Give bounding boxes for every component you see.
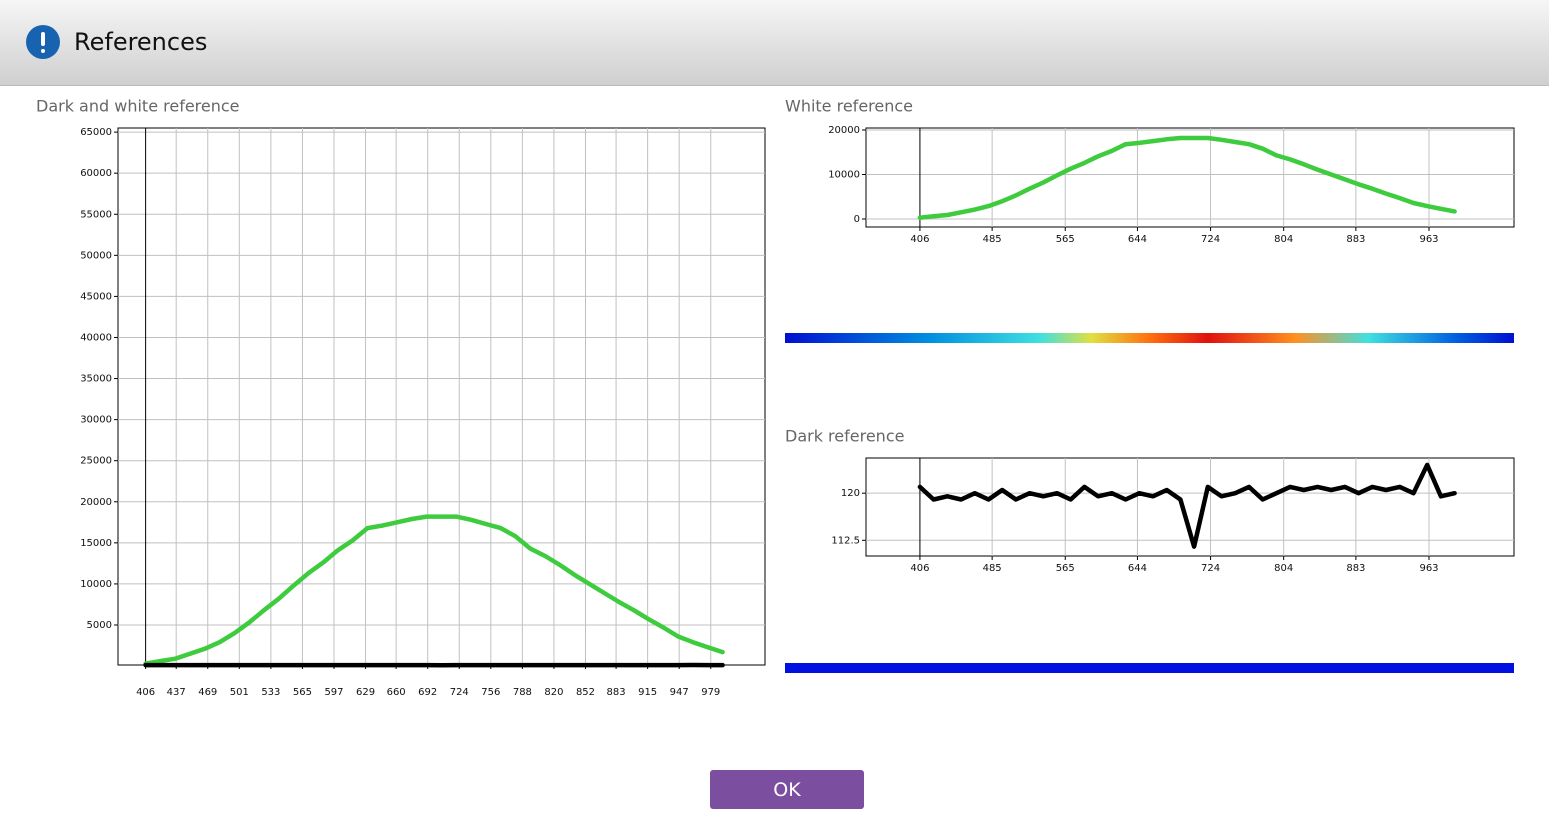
y-tick-label: 112.5 <box>831 535 860 546</box>
x-tick-label: 724 <box>1201 234 1220 245</box>
x-tick-label: 533 <box>261 687 280 698</box>
y-tick-label: 50000 <box>80 250 112 261</box>
x-tick-label: 915 <box>638 687 657 698</box>
x-tick-label: 883 <box>607 687 626 698</box>
series-line <box>917 462 1457 549</box>
y-tick-label: 10000 <box>828 169 860 180</box>
chart-title: White reference <box>785 97 913 116</box>
x-tick-label: 406 <box>910 563 929 574</box>
x-tick-label: 804 <box>1274 234 1293 245</box>
x-tick-label: 820 <box>544 687 563 698</box>
x-tick-label: 406 <box>136 687 155 698</box>
x-tick-label: 501 <box>230 687 249 698</box>
x-tick-label: 660 <box>387 687 406 698</box>
x-tick-label: 597 <box>324 687 343 698</box>
x-tick-label: 437 <box>167 687 186 698</box>
y-tick-label: 5000 <box>87 620 112 631</box>
x-tick-label: 485 <box>983 563 1002 574</box>
ok-button[interactable]: OK <box>710 770 864 809</box>
x-tick-label: 963 <box>1419 563 1438 574</box>
y-tick-label: 10000 <box>80 579 112 590</box>
y-tick-label: 40000 <box>80 332 112 343</box>
x-tick-label: 469 <box>198 687 217 698</box>
series-line <box>917 135 1457 220</box>
x-tick-label: 406 <box>910 234 929 245</box>
y-tick-label: 35000 <box>80 374 112 385</box>
x-tick-label: 692 <box>418 687 437 698</box>
x-tick-label: 565 <box>1056 234 1075 245</box>
x-tick-label: 629 <box>356 687 375 698</box>
plot-frame <box>865 457 1515 557</box>
y-tick-label: 20000 <box>828 125 860 136</box>
x-tick-label: 644 <box>1128 234 1147 245</box>
title-bar: References <box>0 0 1549 86</box>
x-tick-label: 724 <box>1201 563 1220 574</box>
series-line <box>143 514 725 666</box>
x-tick-label: 883 <box>1346 234 1365 245</box>
y-tick-label: 120 <box>841 488 860 499</box>
y-tick-label: 30000 <box>80 415 112 426</box>
chart-title: Dark and white reference <box>36 97 240 116</box>
dialog-title: References <box>74 28 208 56</box>
x-tick-label: 644 <box>1128 563 1147 574</box>
x-tick-label: 883 <box>1346 563 1365 574</box>
y-tick-label: 60000 <box>80 168 112 179</box>
info-icon <box>26 25 60 59</box>
chart-title: Dark reference <box>785 427 904 446</box>
x-tick-label: 485 <box>983 234 1002 245</box>
plot-frame <box>117 127 766 666</box>
y-tick-label: 15000 <box>80 538 112 549</box>
dark-heatmap <box>785 663 1514 673</box>
x-tick-label: 852 <box>576 687 595 698</box>
x-tick-label: 979 <box>701 687 720 698</box>
y-tick-label: 25000 <box>80 456 112 467</box>
y-tick-label: 65000 <box>80 127 112 138</box>
white-heatmap <box>785 333 1514 343</box>
x-tick-label: 947 <box>670 687 689 698</box>
y-tick-label: 0 <box>854 214 860 225</box>
x-tick-label: 788 <box>513 687 532 698</box>
x-tick-label: 963 <box>1419 234 1438 245</box>
y-tick-label: 55000 <box>80 209 112 220</box>
y-tick-label: 20000 <box>80 497 112 508</box>
y-tick-label: 45000 <box>80 291 112 302</box>
x-tick-label: 724 <box>450 687 469 698</box>
x-tick-label: 565 <box>1056 563 1075 574</box>
x-tick-label: 565 <box>293 687 312 698</box>
x-tick-label: 756 <box>481 687 500 698</box>
x-tick-label: 804 <box>1274 563 1293 574</box>
